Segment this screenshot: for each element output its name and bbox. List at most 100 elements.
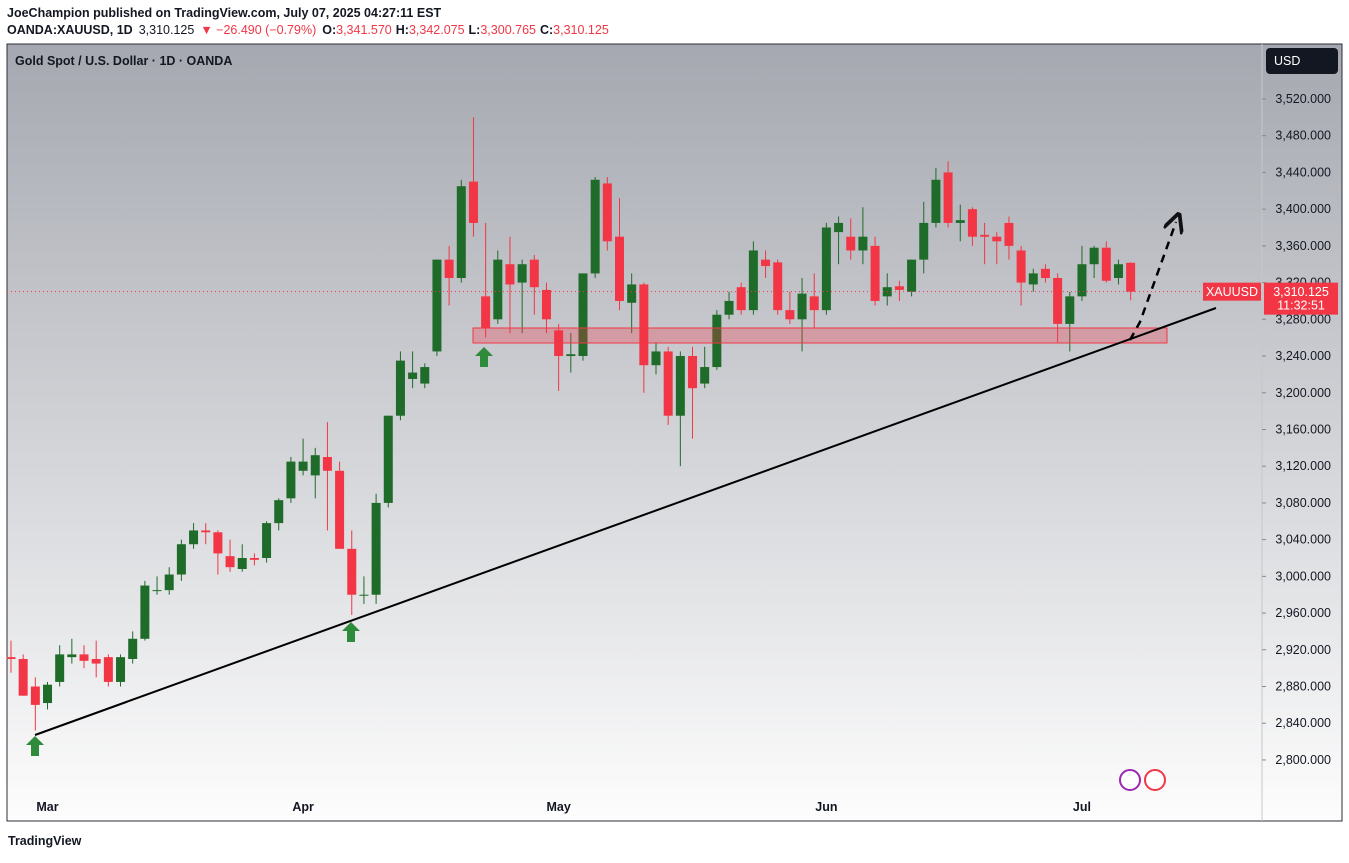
brand: TradingView (8, 834, 82, 848)
candle-body (615, 236, 624, 301)
candle-body (67, 654, 77, 658)
candle-body (237, 557, 247, 570)
candle-body (724, 300, 734, 315)
candle-body (651, 351, 661, 366)
candle-body (773, 262, 783, 311)
symbol: OANDA:XAUUSD, 1D (7, 23, 133, 37)
y-tick-label: 2,840.000 (1275, 716, 1331, 730)
candle-body (809, 296, 819, 311)
ohlc-label: L: (469, 23, 481, 37)
candle-body (505, 264, 515, 285)
change: ▼ −26.490 (−0.79%) (200, 23, 316, 37)
candle-body (79, 654, 89, 661)
candle-body (1040, 268, 1050, 279)
candle-body (663, 351, 673, 416)
support-zone (472, 327, 1168, 344)
y-tick-label: 3,040.000 (1275, 533, 1331, 547)
candle-body (1077, 264, 1087, 297)
candle-body (55, 654, 65, 682)
currency: USD (1274, 54, 1300, 68)
candle-body (456, 186, 466, 279)
y-tick-label: 2,880.000 (1275, 680, 1331, 694)
x-tick-label: May (546, 800, 570, 814)
candle-body (201, 530, 211, 533)
ohlc-label: O: (322, 23, 336, 37)
candle-body (894, 286, 904, 290)
y-tick-label: 3,360.000 (1275, 239, 1331, 253)
candle-body (249, 557, 259, 560)
footer (0, 822, 1349, 858)
candle-body (992, 236, 1002, 242)
y-tick-label: 3,200.000 (1275, 386, 1331, 400)
x-tick-label: Mar (36, 800, 58, 814)
chart-title: Gold Spot / U.S. Dollar · 1D · OANDA (15, 54, 232, 68)
candle-body (176, 544, 186, 575)
y-tick-label: 3,080.000 (1275, 496, 1331, 510)
candle-body (566, 354, 576, 357)
candle-body (152, 590, 162, 592)
candle-body (128, 638, 138, 659)
candle-body (213, 532, 223, 554)
candle-body (1101, 247, 1111, 281)
candle-body (602, 183, 612, 242)
ohlc-label: C: (540, 23, 553, 37)
candle-body (420, 367, 430, 384)
y-tick-label: 3,520.000 (1275, 92, 1331, 106)
y-tick-label: 3,400.000 (1275, 202, 1331, 216)
candle-body (517, 264, 527, 283)
event-icon[interactable] (1119, 769, 1141, 791)
candle-body (846, 236, 856, 251)
candle-body (541, 289, 551, 320)
y-tick-label: 2,920.000 (1275, 643, 1331, 657)
candle-body (395, 360, 405, 416)
candle-body (103, 657, 113, 682)
candle-body (274, 500, 284, 524)
ohlc-value: 3,300.765 (480, 23, 536, 37)
candle-body (432, 259, 442, 352)
y-tick-label: 3,000.000 (1275, 569, 1331, 583)
y-tick-label: 2,800.000 (1275, 753, 1331, 767)
candle-body (627, 284, 637, 303)
candle-body (225, 556, 235, 568)
candle-body (1053, 278, 1063, 324)
arrow (342, 622, 360, 642)
candle-body (907, 259, 917, 292)
trendline (34, 307, 1217, 736)
candle-body (1113, 264, 1123, 279)
candle-body (858, 236, 868, 251)
candle-body (1028, 273, 1038, 285)
candle-body (931, 179, 941, 223)
candle-body (444, 259, 454, 279)
countdown: 11:32:51 (1277, 299, 1325, 313)
candle-body (529, 259, 539, 288)
candle-body (675, 356, 685, 416)
candle-body (943, 172, 953, 223)
candle-body (1004, 222, 1014, 246)
arrow (475, 347, 493, 367)
price-tag (1264, 282, 1338, 315)
candle-body (408, 372, 418, 379)
candle-body (322, 457, 332, 471)
candle-body (43, 684, 53, 704)
candle-body (347, 548, 357, 595)
candle-body (967, 209, 977, 237)
candle-body (310, 455, 320, 476)
y-tick-label: 3,160.000 (1275, 422, 1331, 436)
event-icon[interactable] (1144, 769, 1166, 791)
ohlc-label: H: (396, 23, 409, 37)
plot-area (6, 43, 1343, 822)
candle-body (590, 179, 600, 274)
arrow (26, 736, 44, 756)
candle-body (140, 585, 150, 639)
symbol-tag (1203, 282, 1261, 301)
candle-body (493, 259, 503, 320)
currency-button[interactable] (1266, 48, 1338, 74)
y-tick-label: 3,120.000 (1275, 459, 1331, 473)
symbol-label: XAUUSD (1206, 285, 1258, 299)
candle-body (30, 686, 40, 705)
candle-body (189, 530, 199, 545)
candle-body (335, 470, 345, 549)
candles (6, 117, 1136, 731)
ohlc-value: 3,341.570 (336, 23, 392, 37)
